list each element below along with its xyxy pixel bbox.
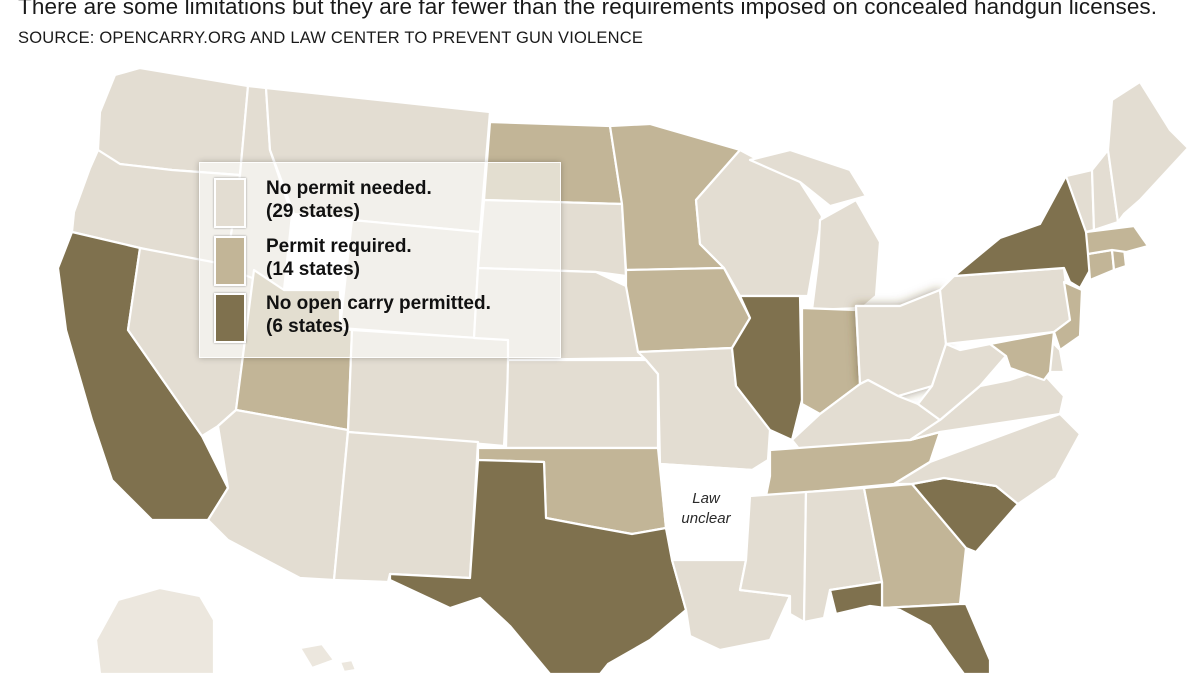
state-nc: [892, 412, 1082, 506]
legend-label: Permit required.: [266, 236, 412, 257]
state-mi: [810, 198, 882, 312]
legend-item-no-open-carry: No open carry permitted. (6 states): [214, 292, 554, 348]
legend-item-permit-required: Permit required. (14 states): [214, 235, 554, 291]
legend-count: (6 states): [266, 316, 350, 337]
state-ks: [504, 358, 660, 450]
state-ct: [1086, 248, 1116, 282]
legend-item-no-permit: No permit needed. (29 states): [214, 177, 554, 233]
state-me: [1106, 80, 1190, 224]
alaska-fragment: [94, 586, 216, 674]
legend-label: No open carry permitted.: [266, 293, 491, 314]
legend-count: (14 states): [266, 259, 360, 280]
map-legend: No permit needed. (29 states) Permit req…: [199, 162, 561, 358]
legend-swatch: [214, 236, 246, 286]
state-tx: [388, 458, 688, 674]
source-credit: SOURCE: OPENCARRY.ORG AND LAW CENTER TO …: [18, 29, 644, 47]
legend-swatch: [214, 178, 246, 228]
note-line-2: unclear: [681, 510, 731, 527]
state-ma: [1084, 224, 1150, 256]
state-mi-upper: [748, 148, 868, 208]
state-nm: [332, 430, 480, 584]
legend-swatch: [214, 293, 246, 343]
state-wa: [96, 66, 250, 177]
legend-count: (29 states): [266, 201, 360, 222]
hawaii-fragment: [298, 642, 336, 670]
state-md: [988, 330, 1056, 382]
note-line-1: Law: [692, 490, 720, 507]
state-fl: [828, 580, 992, 674]
state-az: [206, 408, 350, 582]
legend-label: No permit needed.: [266, 178, 432, 199]
state-ny: [952, 170, 1092, 290]
state-il: [730, 294, 804, 442]
law-unclear-note: Law unclear: [666, 489, 746, 529]
hawaii-fragment-2: [338, 658, 358, 674]
map-subtitle: There are some limitations but they are …: [18, 0, 1158, 19]
